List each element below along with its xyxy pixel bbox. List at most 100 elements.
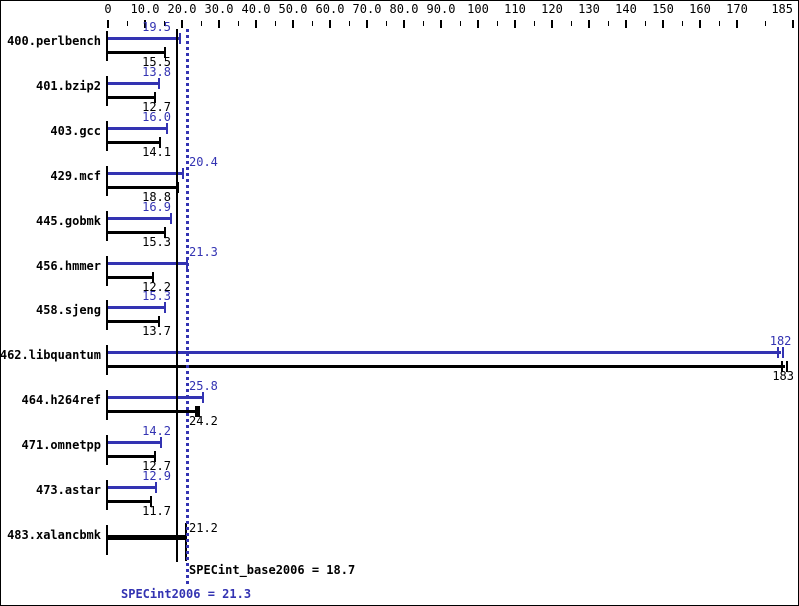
peak-value-label: 13.8 [142, 64, 171, 79]
base-bar-cap [150, 496, 153, 507]
peak-value-label: 16.9 [142, 199, 171, 214]
axis-major-tick [625, 20, 627, 28]
axis-tick-label: 60.0 [315, 2, 345, 16]
peak-bar [108, 441, 161, 445]
axis-tick-label: 140 [615, 2, 637, 16]
benchmark-label: 445.gobmk [35, 213, 101, 228]
axis-minor-tick [126, 21, 128, 26]
benchmark-label: 483.xalancbmk [7, 527, 101, 542]
axis-major-tick [292, 20, 294, 28]
row-origin-tick [106, 435, 108, 466]
axis-minor-tick [200, 21, 202, 26]
benchmark-label: 401.bzip2 [35, 78, 101, 93]
peak-bar [108, 126, 168, 130]
benchmark-label: 471.omnetpp [21, 438, 101, 453]
axis-tick-label: 150 [652, 2, 674, 16]
axis-minor-tick [570, 21, 572, 26]
base-bar-run-tick [786, 361, 789, 373]
peak-bar [108, 216, 171, 220]
base-value-label: 18.8 [142, 189, 171, 204]
peak-bar-cap [166, 122, 169, 134]
peak-value-label: 12.9 [142, 469, 171, 483]
base-bar-cap [152, 271, 155, 283]
row-origin-tick [106, 480, 108, 510]
axis-major-tick [736, 20, 738, 28]
row-origin-tick [106, 31, 108, 61]
axis-minor-tick [764, 21, 766, 26]
base-value-label: 12.7 [142, 99, 171, 114]
peak-bar [108, 37, 181, 40]
axis-tick-label: 130 [578, 2, 600, 16]
axis-major-tick [662, 20, 664, 28]
peak-bar-cap [154, 482, 157, 493]
axis-minor-tick [163, 21, 165, 26]
axis-major-tick [144, 20, 146, 28]
axis-major-tick [255, 20, 257, 28]
benchmark-label: 456.hmmer [35, 258, 101, 273]
benchmark-label: 462.libquantum [0, 348, 101, 363]
row-origin-tick [106, 75, 108, 106]
axis-major-tick [366, 20, 368, 28]
base-bar-cap [153, 451, 156, 463]
base-value-label: 24.2 [189, 414, 218, 429]
benchmark-label: 403.gcc [50, 123, 101, 138]
axis-minor-tick [348, 21, 350, 26]
axis-major-tick [588, 20, 590, 28]
axis-tick-label: 160 [689, 2, 711, 16]
axis-minor-tick [274, 21, 276, 26]
axis-tick-label: 70.0 [352, 2, 382, 16]
axis-minor-tick [644, 21, 646, 26]
base-bar [108, 500, 152, 503]
peak-value-label: 182 [769, 334, 792, 349]
axis-major-tick [551, 20, 553, 28]
axis-tick-label: 40.0 [241, 2, 271, 16]
axis-major-tick [440, 20, 442, 28]
peak-bar-cap [158, 77, 161, 89]
axis-minor-tick [533, 21, 535, 26]
peak-bar [108, 171, 184, 175]
axis-tick-label: 110 [504, 2, 526, 16]
axis-tick-label: 90.0 [426, 2, 456, 16]
axis-major-tick [329, 20, 331, 28]
base-value-label: 13.7 [142, 324, 171, 339]
axis-minor-tick [496, 21, 498, 26]
benchmark-label: 400.perlbench [7, 34, 101, 48]
axis-minor-tick [681, 21, 683, 26]
peak-bar [108, 396, 204, 400]
base-bar [108, 455, 155, 459]
base-bar-cap [163, 226, 166, 238]
peak-value-label: 14.2 [142, 424, 171, 439]
axis-major-tick [791, 20, 794, 28]
base-bar [108, 95, 155, 99]
peak-bar-cap [202, 392, 205, 404]
axis-tick-label: 170 [726, 2, 748, 16]
peak-value-label: 25.8 [189, 379, 218, 394]
base-bar [108, 275, 154, 279]
axis-tick-label: 0 [104, 2, 112, 16]
peak-value-label: 19.5 [142, 20, 171, 34]
base-value-label: 12.2 [142, 279, 171, 294]
row-origin-tick [106, 210, 108, 241]
axis-minor-tick [459, 21, 461, 26]
benchmark-label: 458.sjeng [35, 303, 101, 318]
axis-major-tick [514, 20, 516, 28]
peak-bar [108, 261, 187, 265]
axis-tick-label: 185 [771, 2, 793, 16]
peak-bar-cap [179, 33, 182, 44]
base-bar [108, 365, 786, 369]
base-bar-cap [153, 91, 156, 103]
base-bar [108, 185, 178, 189]
base-mean-line [176, 29, 179, 562]
axis-tick-label: 20.0 [167, 2, 197, 16]
peak-value-label: 16.0 [142, 109, 171, 124]
base-bar-cap [194, 406, 200, 418]
base-bar-cap [159, 136, 162, 148]
axis-tick-label: 120 [541, 2, 563, 16]
axis-major-tick [218, 20, 220, 28]
row-origin-tick [106, 255, 108, 286]
peak-bar [108, 306, 165, 310]
merged-value-label: 21.2 [189, 520, 218, 535]
peak-bar-cap [159, 437, 162, 449]
peak-bar [108, 351, 782, 355]
axis-minor-tick [385, 21, 387, 26]
